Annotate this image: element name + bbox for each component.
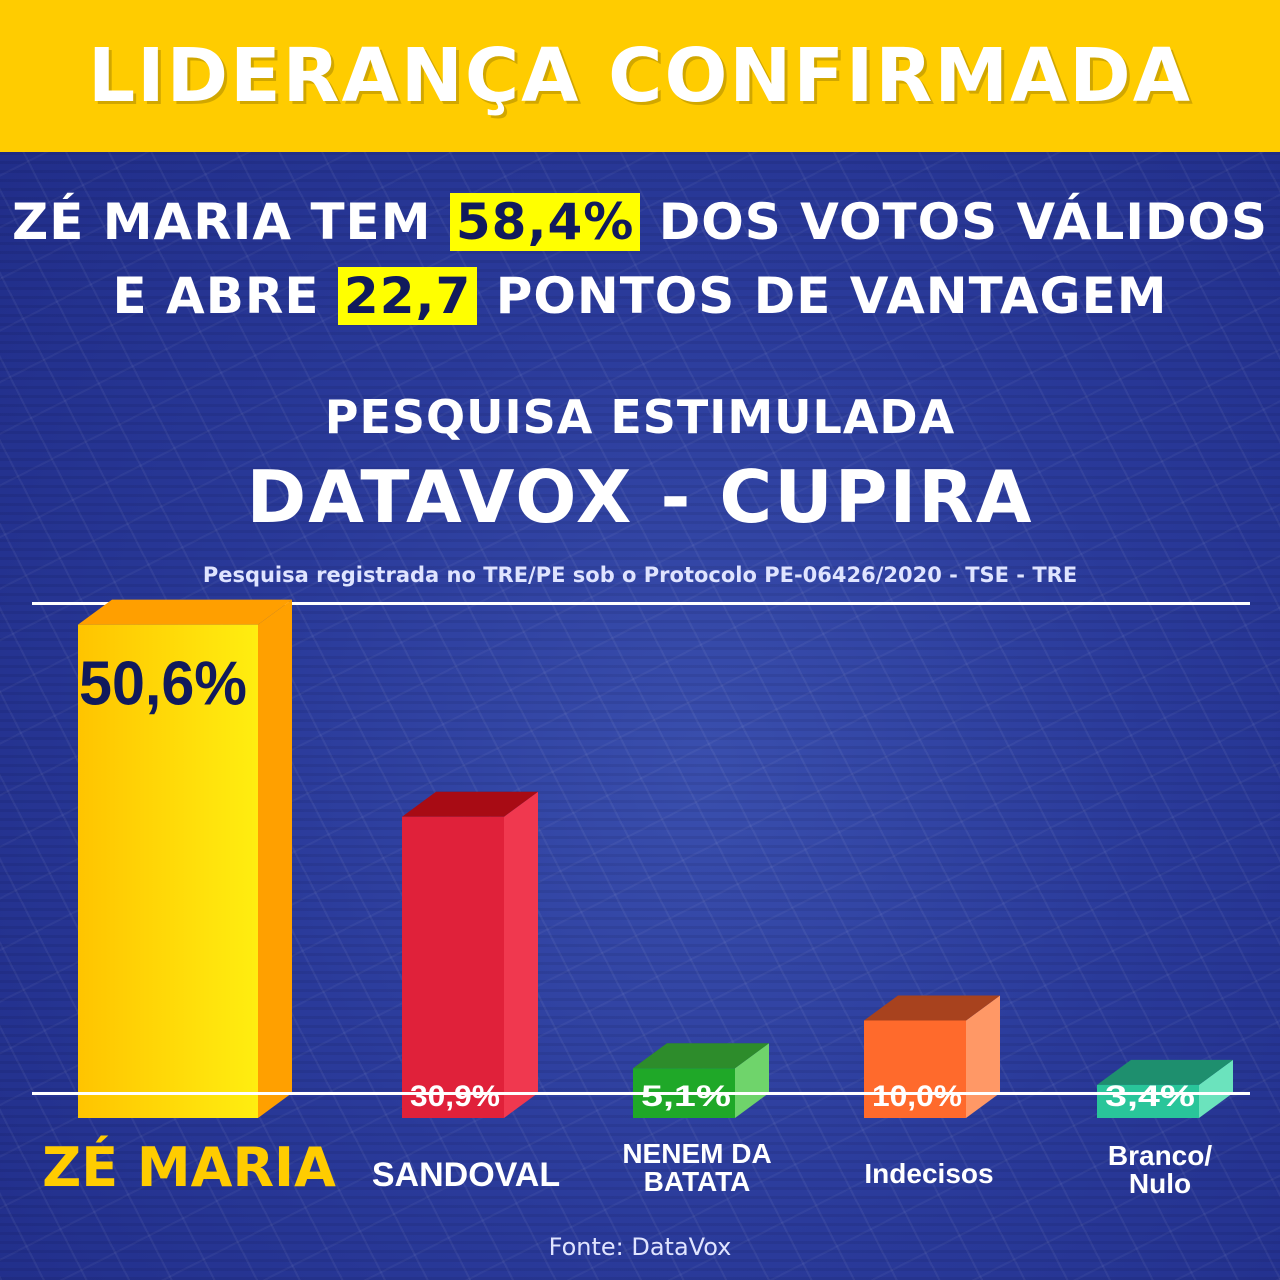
value-label-1: 30,9%	[410, 1080, 500, 1113]
bar-side-4	[1199, 1059, 1233, 1118]
bar-side-1	[504, 791, 538, 1118]
bar-front-1	[402, 816, 504, 1118]
category-label-3-line-0: Indecisos	[864, 1158, 994, 1189]
category-label-2: NENEM DA BATATA	[577, 1140, 817, 1196]
category-label-1: SANDOVAL	[346, 1158, 586, 1192]
bar-top-1	[402, 791, 538, 817]
bar-side-0	[258, 599, 292, 1118]
registration-note: Pesquisa registrada no TRE/PE sob o Prot…	[202, 563, 1078, 587]
bar-front-4	[1097, 1084, 1199, 1118]
headline-line-2: E ABRE 22,7 PONTOS DE VANTAGEM	[0, 267, 1280, 325]
bar-side-3	[966, 995, 1000, 1118]
bar-front-3	[864, 1020, 966, 1118]
category-label-2-line-0: NENEM DA	[622, 1138, 772, 1169]
category-label-2-line-1: BATATA	[643, 1166, 751, 1197]
top-divider	[32, 602, 1250, 605]
category-label-4-line-1: Nulo	[1128, 1168, 1192, 1199]
bar-top-3	[864, 995, 1000, 1021]
survey-type: PESQUISA ESTIMULADA	[324, 390, 956, 444]
value-label-0: 50,6%	[79, 650, 247, 719]
chart-baseline	[32, 1092, 1250, 1095]
headline-line-1-end: DOS VOTOS VÁLIDOS	[640, 193, 1269, 251]
valid-votes-highlight: 58,4%	[449, 193, 641, 251]
headline-line-2-start: E ABRE	[112, 267, 338, 325]
value-label-2: 5,1%	[641, 1080, 731, 1113]
bar-top-4	[1097, 1059, 1233, 1085]
category-label-4-line-0: Branco/	[1107, 1140, 1213, 1171]
category-label-4: Branco/Nulo	[1040, 1142, 1280, 1198]
headline-line-1: ZÉ MARIA TEM 58,4% DOS VOTOS VÁLIDOS	[0, 193, 1280, 251]
bar-top-2	[633, 1043, 769, 1069]
category-label-1-line-0: SANDOVAL	[371, 1156, 561, 1194]
survey-name: DATAVOX - CUPIRA	[246, 455, 1034, 539]
source-note: Fonte: DataVox	[548, 1233, 732, 1261]
bar-side-2	[735, 1043, 769, 1118]
bar-top-0	[78, 599, 292, 625]
category-label-0: ZÉ MARIA	[42, 1136, 336, 1199]
headline-line-2-end: PONTOS DE VANTAGEM	[477, 267, 1168, 325]
advantage-highlight: 22,7	[337, 267, 478, 325]
headline-line-1-start: ZÉ MARIA TEM	[11, 193, 450, 251]
bar-front-0	[78, 624, 258, 1118]
category-label-3: Indecisos	[809, 1160, 1049, 1188]
banner-title: LIDERANÇA CONFIRMADA	[87, 33, 1192, 119]
value-label-4: 3,4%	[1105, 1080, 1195, 1113]
value-label-3: 10,0%	[872, 1080, 962, 1113]
title-banner: LIDERANÇA CONFIRMADA	[0, 0, 1280, 152]
